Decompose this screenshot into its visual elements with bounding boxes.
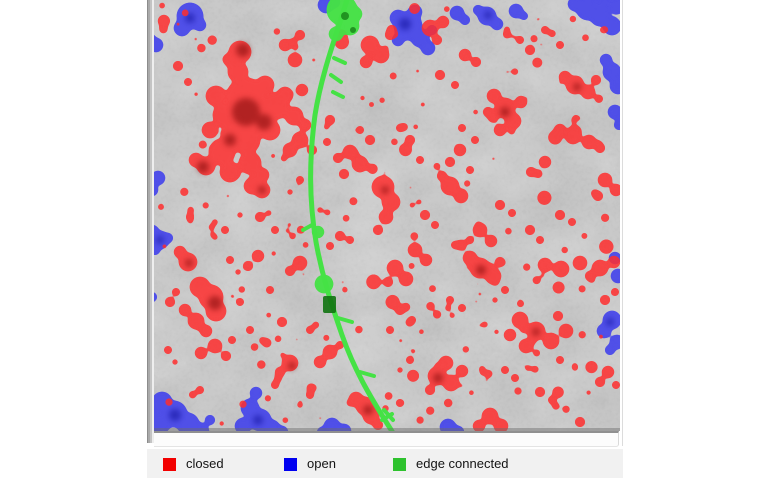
edge-connected-swatch-icon xyxy=(393,457,406,471)
segmentation-canvas[interactable] xyxy=(154,0,620,431)
legend-item-closed: closed xyxy=(163,457,224,471)
segmentation-image[interactable] xyxy=(154,0,620,431)
legend-item-edge-connected: edge connected xyxy=(393,457,509,471)
legend-label-closed: closed xyxy=(186,456,224,471)
vertical-splitter[interactable] xyxy=(147,0,154,443)
legend-item-open: open xyxy=(284,457,336,471)
closed-swatch-icon xyxy=(163,457,176,471)
legend-bar: closed open edge connected xyxy=(147,449,623,478)
panel-border xyxy=(622,0,623,446)
image-panel xyxy=(147,0,623,447)
legend-label-open: open xyxy=(307,456,336,471)
open-swatch-icon xyxy=(284,457,297,471)
legend-label-edge-connected: edge connected xyxy=(416,456,509,471)
horizontal-scrollbar-track[interactable] xyxy=(154,431,619,447)
